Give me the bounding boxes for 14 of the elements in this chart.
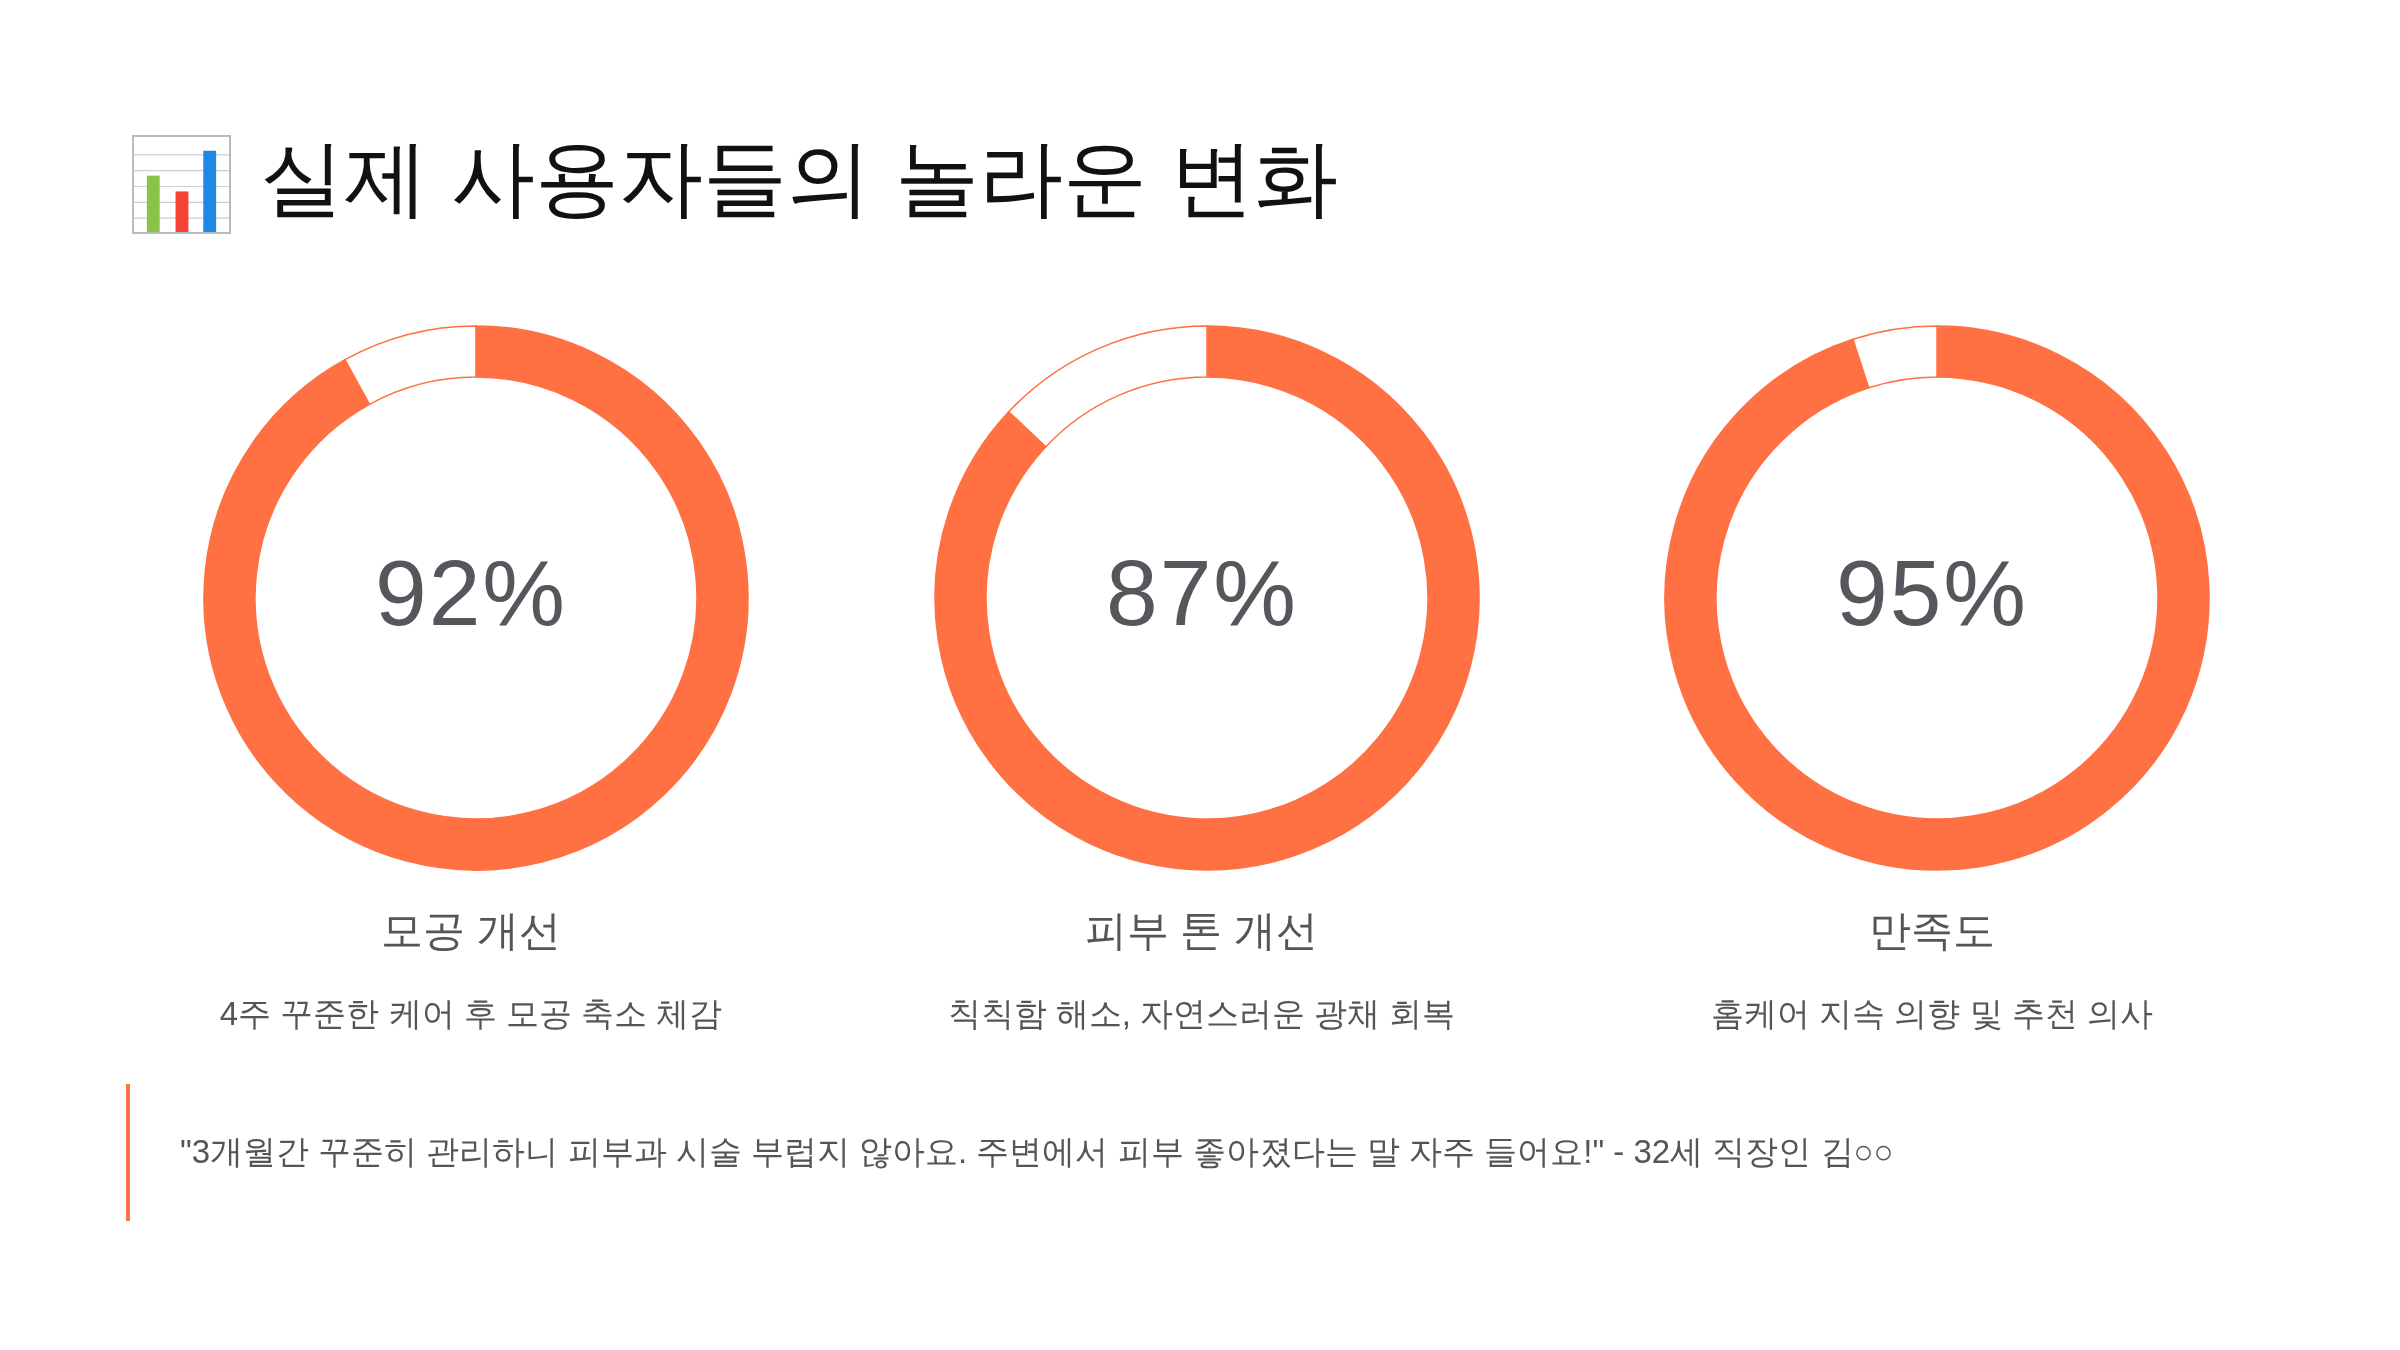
text: 4주 꾸준한 케어 후 모공 축소 체감	[218, 994, 724, 1034]
text: 만족도	[1868, 906, 1996, 956]
donut-slice	[1664, 325, 2210, 871]
text: 피부 톤 개선	[1083, 906, 1320, 956]
text: 칙칙함 해소, 자연스러운 광채 회복	[946, 994, 1457, 1034]
data-label: 87%	[1105, 541, 1298, 645]
data-label: 95%	[1835, 541, 2029, 645]
data-label: 92%	[374, 541, 568, 645]
text: 모공 개선	[380, 906, 562, 956]
text: 홈케어 지속 의향 및 추천 의사	[1710, 994, 2154, 1034]
text: "3개월간 꾸준히 관리하니 피부과 시술 부럽지 않아요. 주변에서 피부 좋아졌다는 말 자주 들어요!" - 32세 직장인 김○○	[180, 1132, 1894, 1172]
donut-slice	[933, 325, 1479, 871]
text: 실제 사용자들의 놀라운 변화	[260, 130, 1339, 227]
donut-slice	[203, 325, 749, 871]
